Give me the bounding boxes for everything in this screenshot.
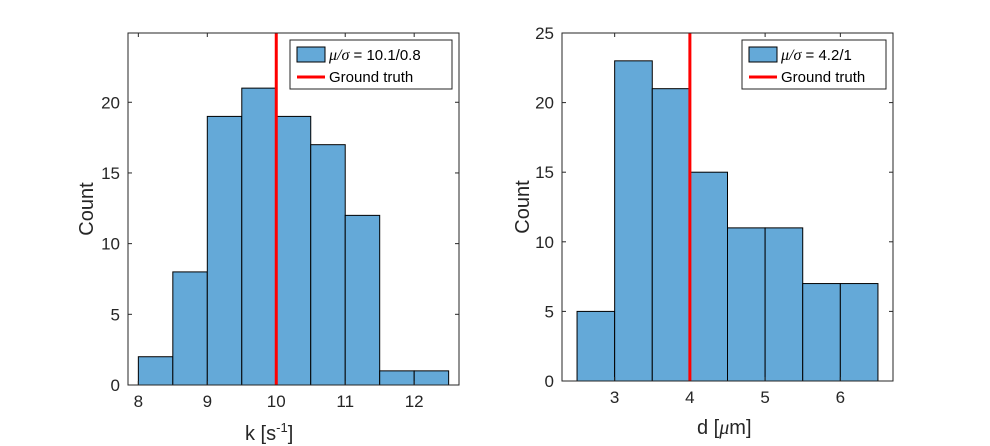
histogram-k: 0 5 10 15 20 8 9 10 11 12 k [s-1] Count μ/σ = 10…	[76, 32, 460, 445]
x-tick-label: 3	[610, 388, 619, 407]
histogram-bar	[839, 283, 879, 382]
legend-bar-swatch	[748, 46, 778, 63]
bar-group	[576, 60, 879, 382]
x-tick-label: 12	[405, 392, 424, 411]
histogram-bar	[241, 87, 277, 386]
histogram-bar	[137, 356, 174, 386]
histogram-bar	[651, 88, 691, 382]
legend-truth-label: Ground truth	[329, 69, 413, 86]
x-tick-label: 5	[760, 388, 769, 407]
x-tick-label: 9	[203, 392, 212, 411]
legend-bar-swatch	[296, 46, 326, 63]
y-tick-label: 5	[111, 305, 120, 324]
histogram-bar	[576, 310, 616, 382]
y-axis-label: Count	[76, 182, 98, 236]
y-tick-label: 15	[101, 164, 120, 183]
y-tick-label: 0	[545, 372, 554, 391]
histogram-bar	[379, 370, 415, 386]
legend-stat-label: μ/σ = 10.1/0.8	[328, 47, 421, 64]
y-tick-label: 15	[535, 163, 554, 182]
legend: μ/σ = 10.1/0.8 Ground truth	[289, 39, 453, 90]
y-ticks: 0 5 10 15 20	[101, 93, 459, 395]
x-tick-label: 11	[336, 392, 354, 411]
histogram-bar	[172, 271, 208, 386]
y-tick-label: 5	[545, 302, 554, 321]
bar-group	[137, 87, 450, 386]
y-tick-label: 20	[101, 93, 120, 112]
y-tick-label: 10	[535, 233, 554, 252]
x-tick-label: 6	[836, 388, 845, 407]
y-tick-label: 20	[535, 94, 554, 113]
histogram-bar	[206, 115, 243, 386]
histogram-bar	[689, 171, 728, 382]
x-tick-label: 4	[685, 388, 694, 407]
axes-box	[127, 32, 460, 386]
y-axis-label: Count	[512, 180, 534, 234]
axes-box	[561, 32, 894, 382]
y-tick-label: 10	[101, 235, 120, 254]
histogram-bar	[764, 227, 804, 382]
histogram-d: 0 5 10 15 20 25 3 4 5 6 d [μm] Count μ/σ = 4.2/1…	[512, 24, 894, 439]
x-tick-label: 8	[134, 392, 143, 411]
y-tick-label: 25	[535, 24, 554, 43]
legend-stat-label: μ/σ = 4.2/1	[780, 47, 852, 64]
y-tick-label: 0	[111, 376, 120, 395]
legend: μ/σ = 4.2/1 Ground truth	[741, 39, 887, 90]
y-ticks: 0 5 10 15 20 25	[535, 24, 893, 391]
x-axis-label: k [s-1]	[245, 420, 293, 445]
histogram-bar	[344, 214, 381, 386]
histogram-bar	[413, 370, 450, 386]
histogram-bar	[727, 227, 766, 382]
x-tick-label: 10	[267, 392, 286, 411]
histogram-bar	[275, 115, 312, 386]
histogram-bar	[310, 144, 346, 386]
legend-truth-label: Ground truth	[781, 69, 865, 86]
histogram-bar	[614, 60, 653, 382]
x-axis-label: d [μm]	[697, 417, 752, 439]
histogram-bar	[802, 283, 841, 382]
